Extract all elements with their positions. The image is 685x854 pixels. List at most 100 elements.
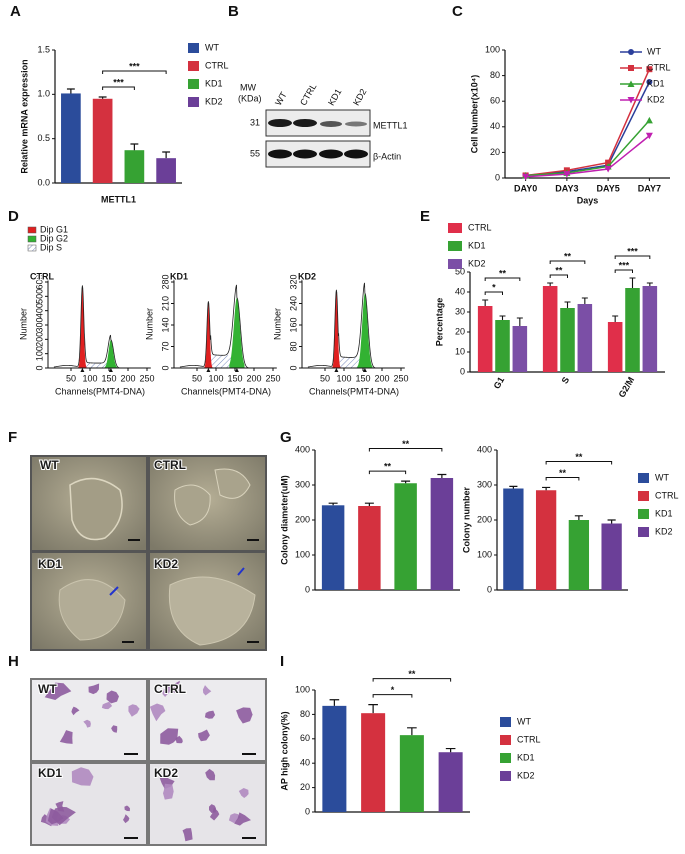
legend-label: WT xyxy=(655,472,669,482)
dip-g2 xyxy=(229,297,245,368)
legend-label: WT xyxy=(517,716,531,726)
y-tick-label: 240 xyxy=(288,296,298,311)
legend-swatch xyxy=(27,244,37,252)
micrograph-label: KD1 xyxy=(38,557,62,571)
y-tick-label: 400 xyxy=(34,303,44,318)
y-tick-label: 100 xyxy=(295,684,310,694)
error-bar xyxy=(607,519,616,524)
significance-bracket xyxy=(368,448,443,452)
error-bar xyxy=(612,315,619,322)
stained-colony xyxy=(238,788,249,798)
error-bar xyxy=(445,747,456,753)
legend-label: CTRL xyxy=(468,222,492,232)
y-tick-label: 500 xyxy=(34,289,44,304)
stained-colony xyxy=(202,685,212,696)
lane-label: CTRL xyxy=(298,82,318,107)
legend-label: CTRL xyxy=(205,60,229,70)
y-tick-label: 60 xyxy=(300,733,310,743)
legend-label: CTRL xyxy=(647,62,671,72)
bar xyxy=(124,150,145,183)
stained-colony xyxy=(204,710,216,719)
marker xyxy=(522,173,530,181)
significance-label: *** xyxy=(627,246,638,256)
y-tick-label: 100 xyxy=(295,549,310,559)
legend-swatch xyxy=(27,235,37,243)
bar xyxy=(601,523,622,590)
x-tick-label: 100 xyxy=(208,373,223,383)
band xyxy=(268,119,292,127)
error-bar xyxy=(98,96,107,99)
legend-label: KD1 xyxy=(468,240,486,250)
y-tick-label: 40 xyxy=(455,286,465,296)
stained-colony xyxy=(209,807,220,821)
marker xyxy=(604,166,612,173)
legend-swatch xyxy=(500,771,511,781)
significance-label: ** xyxy=(384,462,392,472)
x-axis-label: METTL1 xyxy=(101,194,136,204)
legend-swatch xyxy=(188,79,199,89)
colony xyxy=(174,468,251,526)
x-tick-label: 250 xyxy=(139,373,154,383)
y-tick-label: 80 xyxy=(490,70,500,80)
error-bar xyxy=(364,502,374,506)
panel-label: G xyxy=(280,429,292,446)
y-tick-label: 0.0 xyxy=(37,177,50,187)
series-line xyxy=(525,135,650,178)
significance-label: * xyxy=(391,685,395,695)
bar xyxy=(495,320,510,372)
y-tick-label: 0 xyxy=(460,366,465,376)
y-tick-label: 100 xyxy=(485,44,500,54)
y-tick-label: 200 xyxy=(295,514,310,524)
legend-swatch xyxy=(448,223,462,233)
legend-label: KD1 xyxy=(655,508,673,518)
significance-bracket xyxy=(372,678,452,682)
y-axis-label: Percentage xyxy=(434,298,444,347)
x-tick-label: 150 xyxy=(227,373,242,383)
x-tick-label: DAY3 xyxy=(555,183,578,193)
bar xyxy=(321,505,345,590)
series-line xyxy=(525,119,650,177)
stained-colony xyxy=(124,805,130,812)
legend-marker xyxy=(628,65,634,71)
dip-g2 xyxy=(103,339,119,368)
error-bar xyxy=(574,515,583,520)
y-tick-label: 0.5 xyxy=(37,133,50,143)
legend-label: KD1 xyxy=(205,78,223,88)
stained-colony xyxy=(88,683,100,695)
x-tick-label: G1 xyxy=(492,375,507,390)
y-tick-label: 300 xyxy=(34,317,44,332)
arrow xyxy=(237,567,245,576)
bar xyxy=(477,306,493,372)
stained-colony xyxy=(44,682,72,700)
error-bar xyxy=(66,88,75,94)
y-tick-label: 0 xyxy=(495,172,500,182)
bar xyxy=(560,308,575,372)
legend-label: Dip G1 xyxy=(40,224,68,234)
significance-label: ** xyxy=(402,439,410,449)
stained-colony xyxy=(205,768,216,781)
legend-label: KD2 xyxy=(205,96,223,106)
colony xyxy=(168,576,256,646)
band xyxy=(293,149,317,159)
micrograph-label: CTRL xyxy=(154,458,186,472)
peak-marker xyxy=(206,368,239,372)
y-tick-label: 100 xyxy=(477,549,492,559)
stained-colony xyxy=(149,703,166,722)
error-bar xyxy=(509,485,518,489)
peak-marker xyxy=(334,368,367,372)
significance-bracket xyxy=(484,291,503,295)
significance-bracket xyxy=(102,86,135,90)
plot-label: KD1 xyxy=(170,271,188,281)
legend-label: Dip G2 xyxy=(40,233,68,243)
micrographs-f: WT CTRL KD1 KD2 xyxy=(30,455,267,651)
micrograph-label: KD1 xyxy=(38,766,62,780)
error-bar xyxy=(564,301,571,308)
significance-bracket xyxy=(614,255,651,259)
protein-label: METTL1 xyxy=(373,120,408,130)
y-axis-label: Number xyxy=(144,308,154,340)
x-tick-label: S xyxy=(560,375,572,385)
bar xyxy=(430,478,454,590)
micrograph-label: KD2 xyxy=(154,766,178,780)
marker xyxy=(563,171,571,178)
